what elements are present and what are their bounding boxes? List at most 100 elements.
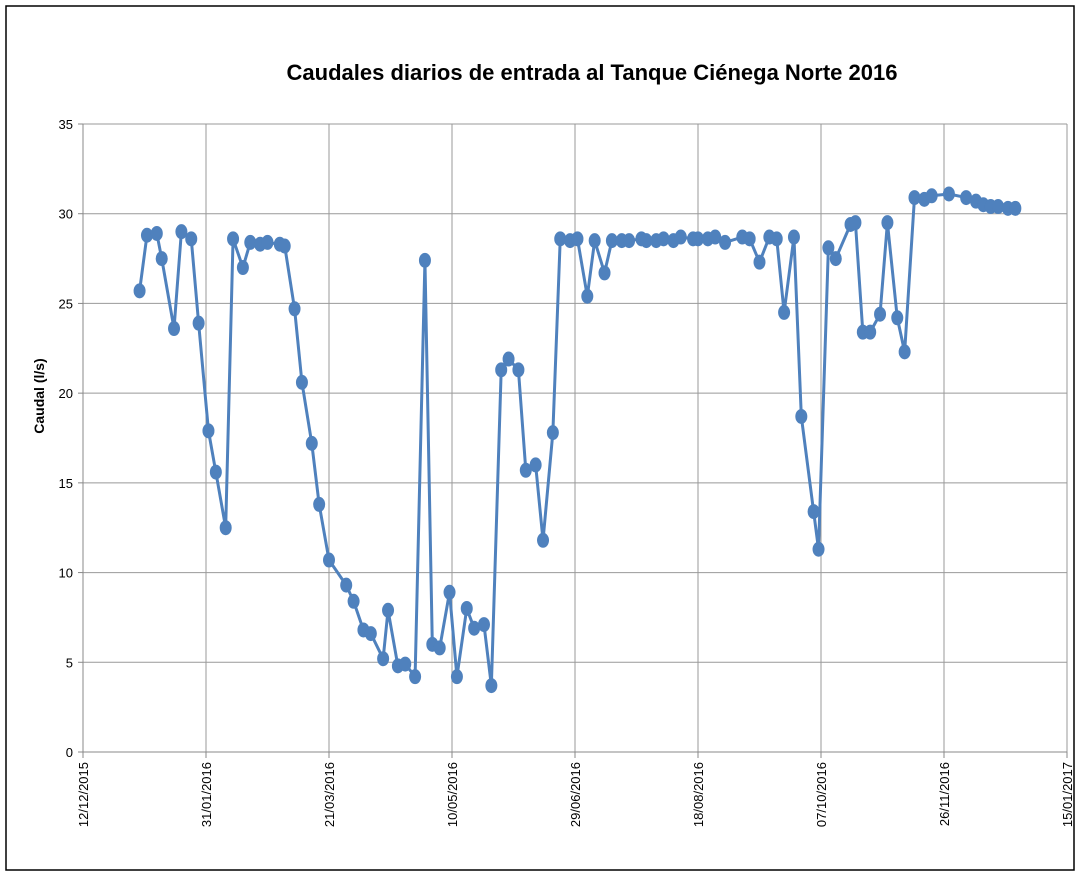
x-tick-label: 07/10/2016 bbox=[814, 762, 829, 827]
data-point bbox=[175, 224, 188, 240]
data-point bbox=[812, 541, 825, 557]
data-point bbox=[382, 602, 395, 618]
data-point bbox=[829, 251, 842, 267]
x-tick-label: 31/01/2016 bbox=[199, 762, 214, 827]
data-point bbox=[209, 464, 222, 480]
data-point bbox=[692, 231, 704, 247]
data-point bbox=[477, 617, 490, 633]
chart-title: Caudales diarios de entrada al Tanque Ci… bbox=[287, 60, 898, 85]
data-point bbox=[278, 238, 291, 254]
x-tick-label: 29/06/2016 bbox=[568, 762, 583, 827]
data-point bbox=[581, 288, 594, 304]
data-point bbox=[992, 199, 1005, 215]
y-tick-label: 15 bbox=[59, 476, 73, 491]
data-point bbox=[227, 231, 240, 247]
data-point bbox=[313, 496, 326, 512]
data-point bbox=[674, 229, 687, 245]
data-point bbox=[537, 532, 550, 548]
data-point bbox=[960, 190, 973, 206]
data-point bbox=[133, 283, 146, 299]
data-point bbox=[236, 260, 249, 276]
data-point bbox=[787, 229, 800, 245]
x-tick-label: 10/05/2016 bbox=[445, 762, 460, 827]
data-point bbox=[468, 620, 481, 636]
data-point bbox=[399, 656, 412, 672]
data-point bbox=[288, 301, 301, 317]
data-point bbox=[925, 188, 938, 204]
data-point bbox=[450, 669, 463, 685]
data-point bbox=[753, 254, 766, 270]
y-tick-label: 35 bbox=[59, 117, 73, 132]
data-point bbox=[864, 324, 877, 340]
data-point bbox=[305, 435, 318, 451]
data-point bbox=[377, 651, 390, 667]
y-tick-label: 25 bbox=[59, 296, 73, 311]
x-tick-label: 18/08/2016 bbox=[691, 762, 706, 827]
data-point bbox=[219, 520, 232, 536]
x-tick-label: 26/11/2016 bbox=[937, 762, 952, 826]
y-tick-label: 10 bbox=[59, 566, 73, 581]
data-point bbox=[942, 186, 955, 202]
x-tick-label: 15/01/2017 bbox=[1060, 762, 1075, 827]
data-point bbox=[495, 362, 508, 378]
data-point bbox=[140, 227, 153, 243]
data-point bbox=[657, 231, 670, 247]
data-point bbox=[1009, 200, 1022, 216]
data-point bbox=[588, 233, 601, 249]
data-point bbox=[807, 504, 820, 520]
data-point bbox=[640, 233, 653, 249]
y-tick-label: 20 bbox=[59, 386, 73, 401]
data-point bbox=[778, 304, 791, 320]
data-point bbox=[192, 315, 205, 331]
data-point bbox=[709, 229, 722, 245]
data-point bbox=[719, 234, 732, 250]
data-point bbox=[485, 678, 498, 694]
data-point bbox=[202, 423, 215, 439]
data-point bbox=[443, 584, 456, 600]
data-point bbox=[874, 306, 887, 322]
plot bbox=[133, 186, 1022, 694]
data-point bbox=[150, 225, 163, 241]
data-point bbox=[554, 231, 567, 247]
x-tick-label: 21/03/2016 bbox=[322, 762, 337, 827]
data-point bbox=[460, 600, 473, 616]
data-point bbox=[261, 234, 274, 250]
data-point bbox=[418, 252, 431, 268]
data-point bbox=[502, 351, 515, 367]
data-point bbox=[323, 552, 335, 568]
data-point bbox=[598, 265, 611, 281]
data-point bbox=[849, 215, 862, 231]
data-point bbox=[155, 251, 168, 267]
data-point bbox=[433, 640, 446, 656]
chart-frame bbox=[5, 5, 1075, 871]
data-point bbox=[881, 215, 894, 231]
data-point bbox=[295, 374, 308, 390]
data-point bbox=[623, 233, 636, 249]
data-point bbox=[908, 190, 921, 206]
data-point bbox=[770, 231, 783, 247]
data-point bbox=[512, 362, 525, 378]
data-point bbox=[347, 593, 360, 609]
data-point bbox=[898, 344, 911, 360]
data-point bbox=[364, 626, 377, 642]
y-tick-label: 0 bbox=[66, 745, 73, 760]
data-point bbox=[546, 425, 559, 441]
data-point bbox=[822, 240, 835, 256]
data-point bbox=[340, 577, 353, 593]
data-point bbox=[529, 457, 542, 473]
y-axis-label: Caudal (l/s) bbox=[31, 358, 47, 433]
data-point bbox=[605, 233, 618, 249]
data-point bbox=[185, 231, 198, 247]
grid: 0 5 10 15 20 25 30 35 12/12/2015 31/01/2016 21/03/… bbox=[59, 117, 1075, 827]
x-tick-label: 12/12/2015 bbox=[76, 762, 91, 827]
y-tick-label: 5 bbox=[66, 655, 73, 670]
data-point bbox=[409, 669, 422, 685]
data-point bbox=[244, 234, 257, 250]
data-point bbox=[891, 310, 904, 326]
data-point bbox=[571, 231, 584, 247]
data-point bbox=[168, 321, 181, 337]
data-point bbox=[795, 408, 808, 424]
data-point bbox=[743, 231, 756, 247]
